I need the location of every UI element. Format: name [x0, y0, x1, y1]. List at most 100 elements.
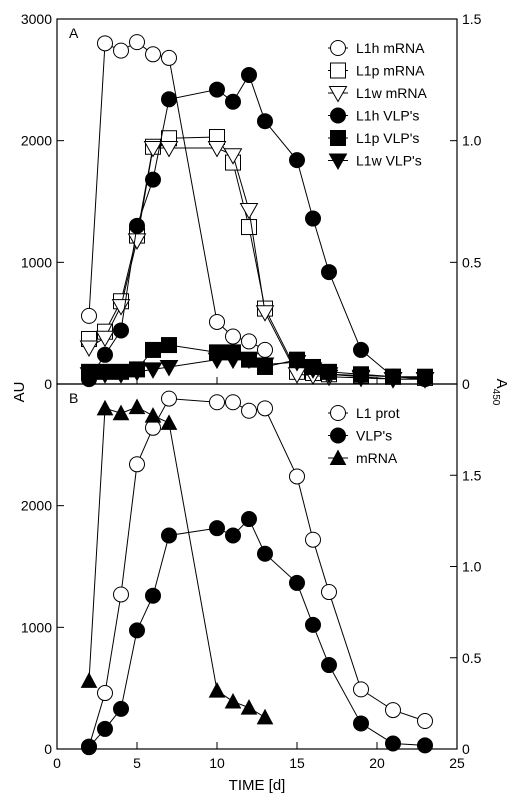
- y-right-tick-label: 0.5: [462, 254, 482, 270]
- data-point: [321, 657, 337, 674]
- data-point: [81, 307, 97, 324]
- data-point: [225, 527, 241, 544]
- series-line: [88, 406, 266, 718]
- legend-marker: [329, 449, 347, 465]
- data-point: [289, 468, 305, 485]
- y-right-axis-title: A450: [490, 379, 510, 406]
- y-right-tick-label: 1.0: [462, 559, 482, 575]
- legend-marker: [328, 86, 348, 103]
- legend: L1 prot VLP's mRNA: [328, 405, 400, 466]
- data-point: [129, 622, 145, 639]
- data-point: [353, 715, 369, 732]
- data-point: [79, 340, 99, 358]
- legend-marker: [330, 107, 346, 124]
- series-line: [88, 147, 425, 380]
- data-point: [145, 46, 161, 63]
- series-line: [89, 359, 425, 380]
- data-point: [113, 700, 129, 717]
- data-point: [97, 346, 113, 363]
- y-left-tick-label: 1000: [21, 254, 52, 270]
- data-point: [143, 140, 163, 158]
- data-point: [97, 685, 113, 702]
- data-point: [95, 330, 115, 348]
- data-point: [159, 359, 179, 377]
- data-point: [225, 328, 241, 345]
- series-l1w-vlp-s: [79, 352, 435, 389]
- legend-label: L1h mRNA: [356, 40, 425, 56]
- data-point: [127, 364, 147, 382]
- series-l1w-mrna: [79, 140, 435, 389]
- data-point: [240, 699, 258, 715]
- data-point: [417, 713, 433, 730]
- data-point: [257, 341, 273, 358]
- panel-b: 0 1000 2000 0 0.5 1.0 1.5 0 5 10 15 20 25 B L1 prot VLP…: [21, 383, 482, 771]
- y-right-tick-label: 1.5: [462, 11, 482, 27]
- x-tick-label: 20: [369, 755, 385, 771]
- legend-label: L1h VLP's: [356, 108, 419, 124]
- data-point: [255, 305, 275, 322]
- data-point: [129, 217, 145, 234]
- data-point: [113, 42, 129, 59]
- data-point: [161, 337, 177, 354]
- series-vlp-s: [81, 511, 433, 756]
- y-right-tick-label: 0: [462, 376, 470, 392]
- data-point: [209, 313, 225, 330]
- data-point: [209, 394, 225, 411]
- data-point: [160, 414, 178, 430]
- data-point: [113, 322, 129, 339]
- y-left-tick-label: 2000: [21, 133, 52, 149]
- data-point: [241, 219, 257, 236]
- data-point: [385, 735, 401, 752]
- data-point: [383, 372, 403, 389]
- data-point: [145, 341, 161, 358]
- legend-label: L1p mRNA: [356, 63, 425, 79]
- data-point: [143, 362, 163, 379]
- series-l1h-mrna: [81, 34, 273, 358]
- legend-marker: [330, 130, 346, 146]
- data-point: [224, 692, 242, 709]
- data-point: [241, 333, 257, 350]
- panel-a: 0 1000 2000 3000 0 0.5 1.0 1.5 A L1h mRNA L1p mRNA…: [21, 11, 482, 392]
- legend-marker: [330, 405, 346, 421]
- series-line: [88, 73, 426, 380]
- legend-marker: [330, 40, 346, 56]
- y-right-tick-label: 0.5: [462, 650, 482, 666]
- data-point: [305, 210, 321, 227]
- data-point: [353, 341, 369, 358]
- data-point: [256, 708, 274, 725]
- x-tick-label: 10: [209, 755, 225, 771]
- data-point: [385, 702, 401, 719]
- legend-marker: [330, 62, 346, 79]
- data-point: [96, 399, 114, 416]
- legend-marker: [330, 427, 346, 444]
- data-point: [97, 720, 113, 737]
- legend-label: VLP's: [356, 428, 392, 444]
- data-point: [287, 355, 307, 372]
- data-point: [128, 398, 146, 415]
- x-axis-title: TIME [d]: [229, 777, 286, 794]
- data-point: [289, 574, 305, 591]
- data-point: [129, 456, 145, 473]
- data-point: [303, 362, 323, 379]
- data-point: [145, 171, 161, 188]
- data-point: [112, 404, 130, 421]
- y-right-tick-label: 1.5: [462, 467, 482, 483]
- legend-label: L1w mRNA: [356, 85, 427, 101]
- data-point: [239, 352, 259, 370]
- legend-marker: [328, 153, 348, 171]
- data-point: [161, 390, 177, 407]
- data-point: [80, 672, 98, 688]
- data-point: [129, 34, 145, 51]
- series-line: [88, 41, 266, 351]
- data-point: [257, 113, 273, 130]
- series-line: [88, 398, 426, 747]
- data-point: [257, 545, 273, 562]
- data-point: [225, 394, 241, 411]
- legend-label: L1w VLP's: [356, 153, 422, 169]
- data-point: [208, 682, 226, 698]
- data-point: [321, 264, 337, 281]
- data-point: [127, 233, 147, 250]
- panel-label: B: [69, 390, 78, 406]
- y-left-tick-label: 2000: [21, 498, 52, 514]
